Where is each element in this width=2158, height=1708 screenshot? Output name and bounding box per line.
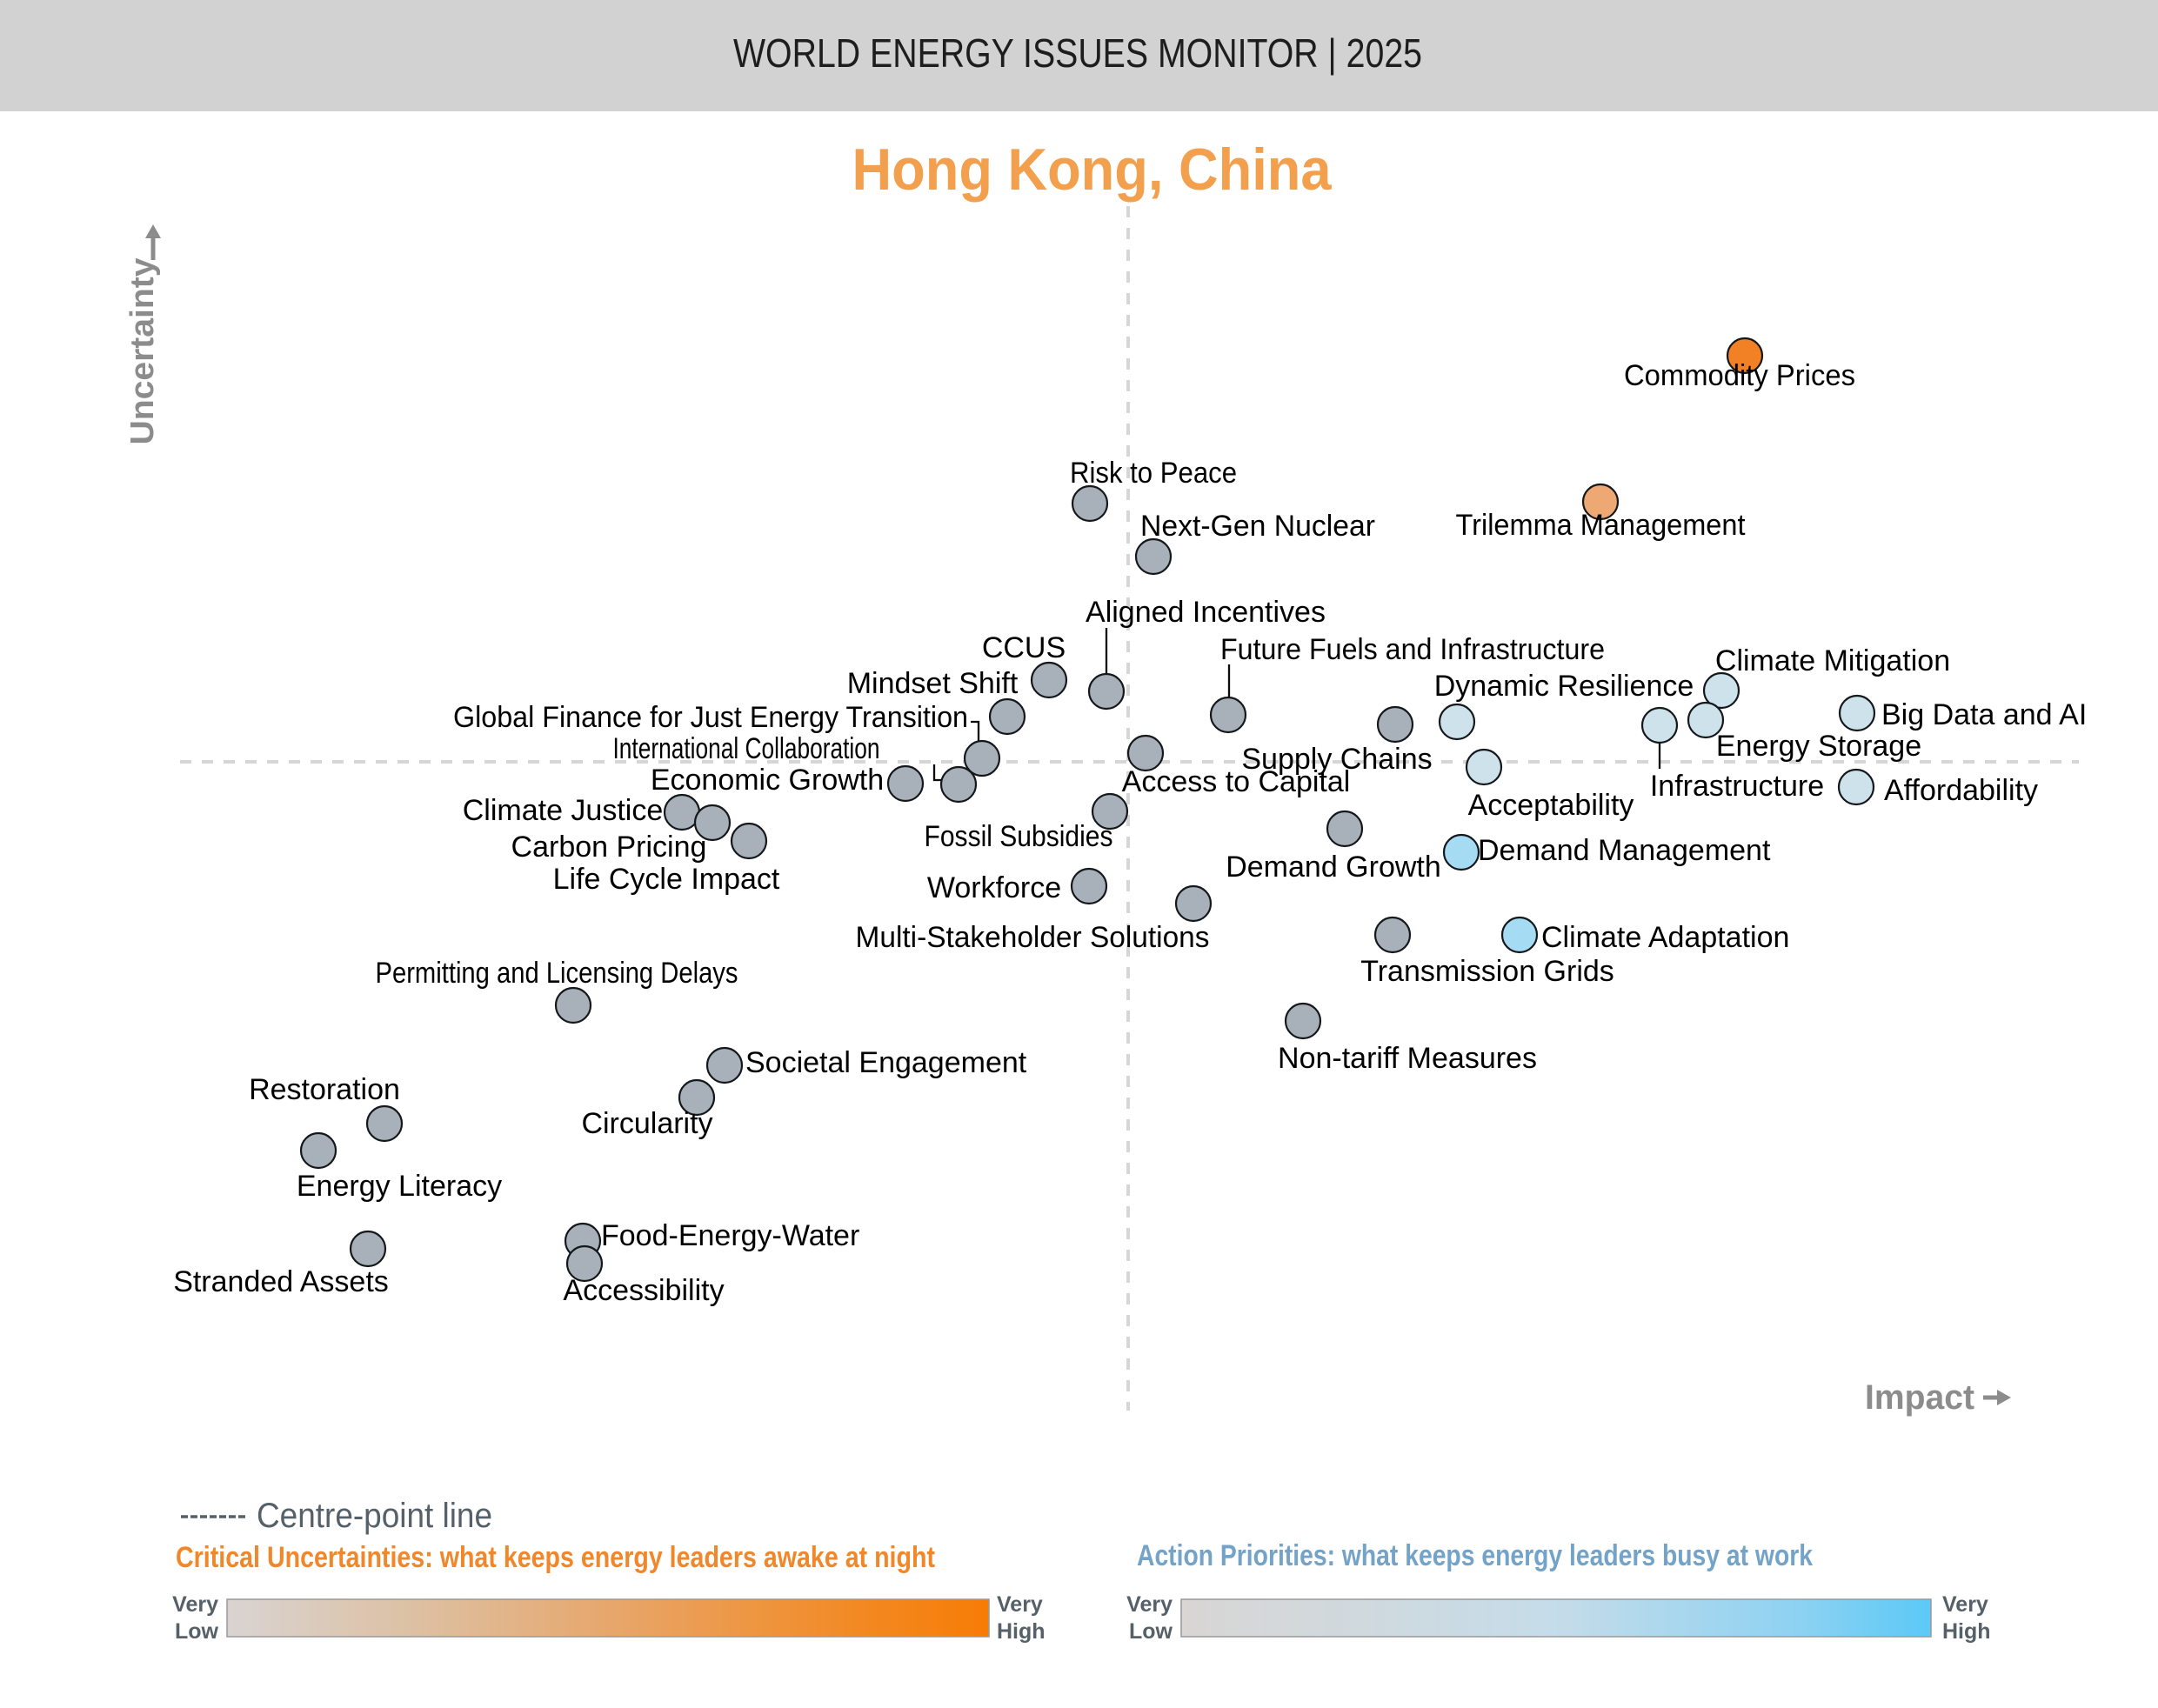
svg-text:Dynamic Resilience: Dynamic Resilience: [1434, 670, 1694, 703]
svg-text:Restoration: Restoration: [249, 1073, 400, 1106]
svg-text:Food-Energy-Water: Food-Energy-Water: [601, 1219, 859, 1252]
svg-text:Workforce: Workforce: [927, 871, 1061, 904]
svg-text:Trilemma Management: Trilemma Management: [1456, 509, 1747, 542]
svg-text:Affordability: Affordability: [1884, 774, 2038, 807]
svg-text:Transmission Grids: Transmission Grids: [1360, 955, 1614, 988]
svg-text:Societal Engagement: Societal Engagement: [745, 1046, 1027, 1079]
svg-text:Big Data and AI: Big Data and AI: [1881, 698, 2087, 731]
svg-text:Uncertainty: Uncertainty: [124, 258, 161, 445]
svg-text:Very: Very: [172, 1592, 218, 1617]
svg-text:Energy Storage: Energy Storage: [1716, 730, 1921, 763]
svg-text:Hong Kong, China: Hong Kong, China: [852, 137, 1333, 203]
svg-text:Accessibility: Accessibility: [563, 1274, 724, 1307]
svg-text:Demand Growth: Demand Growth: [1226, 851, 1441, 884]
svg-text:Low: Low: [175, 1619, 219, 1644]
svg-text:Centre-point line: Centre-point line: [257, 1497, 492, 1535]
svg-text:High: High: [997, 1619, 1046, 1644]
svg-text:Very: Very: [1942, 1592, 1988, 1617]
svg-text:Permitting and Licensing Delay: Permitting and Licensing Delays: [376, 957, 738, 990]
svg-text:Mindset Shift: Mindset Shift: [847, 667, 1019, 700]
svg-text:Economic Growth: Economic Growth: [651, 764, 884, 797]
svg-text:Demand Management: Demand Management: [1478, 834, 1771, 867]
svg-text:Circularity: Circularity: [581, 1107, 712, 1140]
svg-text:Low: Low: [1129, 1619, 1173, 1644]
svg-text:Next-Gen Nuclear: Next-Gen Nuclear: [1140, 510, 1375, 543]
svg-text:Carbon Pricing: Carbon Pricing: [511, 831, 707, 864]
svg-text:International Collaboration: International Collaboration: [613, 732, 880, 765]
svg-text:Access to Capital: Access to Capital: [1122, 765, 1351, 798]
svg-text:High: High: [1942, 1619, 1991, 1644]
svg-text:Acceptability: Acceptability: [1468, 789, 1634, 822]
svg-text:Global Finance for Just Energy: Global Finance for Just Energy Transitio…: [453, 701, 968, 734]
svg-text:Aligned Incentives: Aligned Incentives: [1086, 596, 1326, 629]
svg-text:WORLD ENERGY ISSUES MONITOR |: WORLD ENERGY ISSUES MONITOR | 2025: [733, 30, 1422, 76]
svg-text:Impact: Impact: [1865, 1378, 1974, 1417]
svg-text:CCUS: CCUS: [982, 631, 1066, 664]
svg-text:Future Fuels and Infrastructur: Future Fuels and Infrastructure: [1220, 633, 1605, 666]
svg-text:Fossil Subsidies: Fossil Subsidies: [925, 820, 1113, 853]
svg-text:Commodity Prices: Commodity Prices: [1624, 359, 1855, 392]
svg-text:Climate Justice: Climate Justice: [463, 794, 664, 827]
svg-text:Climate Mitigation: Climate Mitigation: [1715, 644, 1950, 677]
svg-text:Infrastructure: Infrastructure: [1650, 770, 1824, 803]
svg-text:Very: Very: [997, 1592, 1043, 1617]
svg-text:Supply Chains: Supply Chains: [1241, 743, 1432, 776]
svg-text:Non-tariff Measures: Non-tariff Measures: [1278, 1042, 1537, 1075]
svg-text:Action Priorities: what keeps: Action Priorities: what keeps energy lea…: [1137, 1539, 1813, 1572]
svg-text:Multi-Stakeholder Solutions: Multi-Stakeholder Solutions: [856, 921, 1210, 954]
svg-text:Climate Adaptation: Climate Adaptation: [1541, 921, 1789, 954]
svg-text:Risk to Peace: Risk to Peace: [1070, 457, 1237, 490]
svg-text:Energy Literacy: Energy Literacy: [297, 1170, 502, 1203]
svg-text:Critical Uncertainties: what k: Critical Uncertainties: what keeps energ…: [176, 1541, 935, 1574]
svg-text:Life Cycle Impact: Life Cycle Impact: [553, 863, 780, 896]
svg-text:Stranded Assets: Stranded Assets: [173, 1265, 389, 1298]
svg-text:Very: Very: [1126, 1592, 1173, 1617]
